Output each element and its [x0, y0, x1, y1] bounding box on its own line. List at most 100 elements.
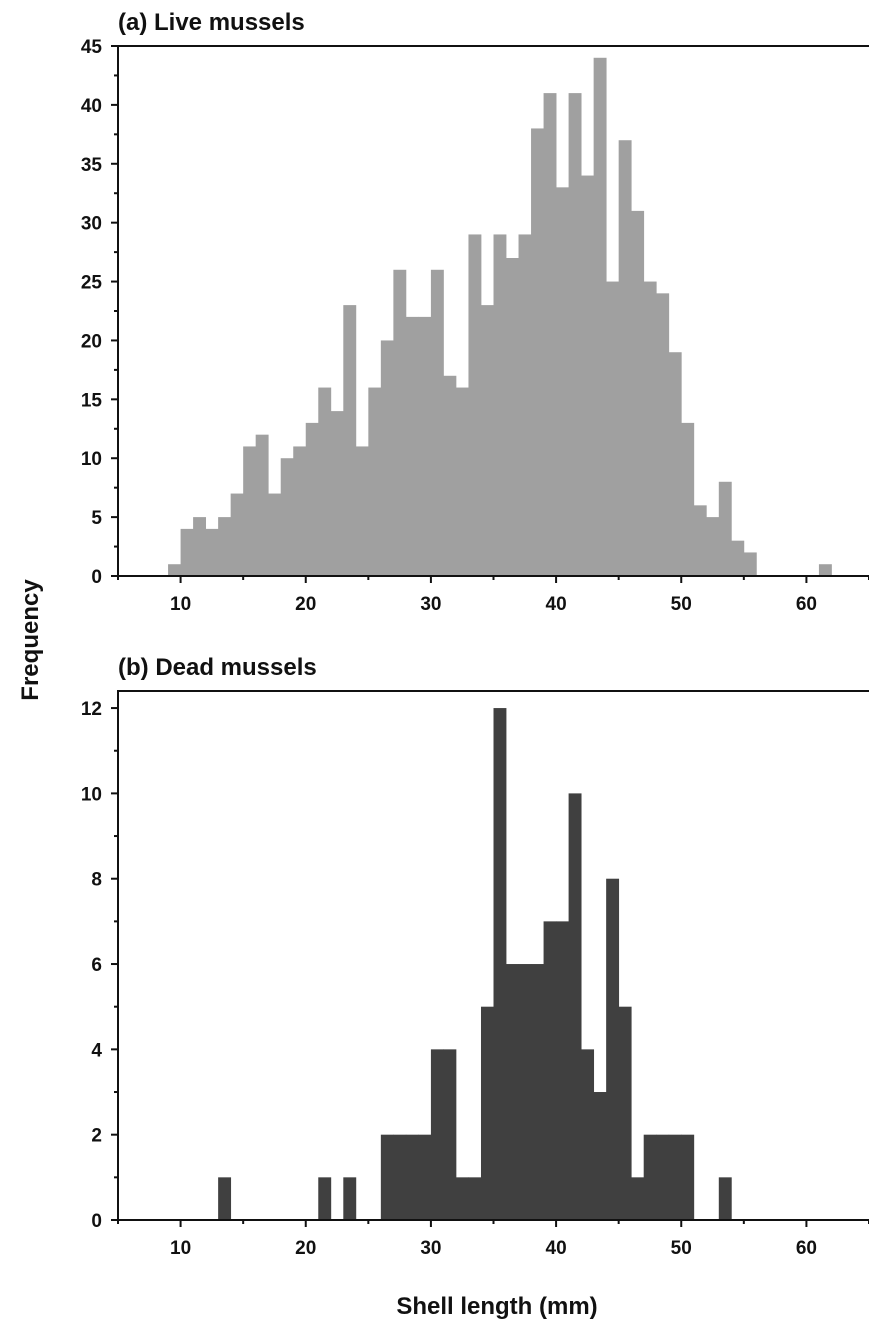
histogram-bar: [443, 1049, 457, 1220]
histogram-bar: [205, 528, 219, 576]
histogram-bar: [493, 708, 507, 1220]
x-tick-label: 10: [170, 594, 191, 615]
histogram-bar: [318, 1177, 332, 1220]
histogram-bar: [743, 552, 757, 576]
histogram-bar: [430, 269, 444, 576]
histogram-bar: [631, 1177, 645, 1220]
x-tick-label: 10: [170, 1238, 191, 1259]
panel-live-mussels: (a) Live mussels 0 5 10 15 20 25 30 35 40 45 10 20 30…: [81, 9, 869, 615]
histogram-bar: [543, 921, 557, 1220]
histogram-bar: [518, 964, 532, 1220]
histogram-bar: [405, 1134, 419, 1220]
histogram-bar: [681, 1134, 695, 1220]
bars: [168, 57, 832, 577]
histogram-bar: [593, 1092, 607, 1220]
histogram-bar: [343, 305, 357, 576]
y-tick-label: 10: [81, 784, 102, 805]
histogram-bar: [268, 493, 282, 576]
x-tick-label: 40: [546, 1238, 567, 1259]
y-tick-label: 0: [91, 1211, 102, 1232]
histogram-bar: [243, 446, 257, 576]
y-tick-label: 2: [91, 1126, 102, 1147]
histogram-bar: [531, 964, 544, 1220]
y-tick-label: 5: [91, 508, 102, 529]
histogram-bar: [330, 411, 344, 576]
histogram-bar: [380, 340, 394, 576]
histogram-bar: [493, 234, 507, 576]
x-tick-label: 40: [546, 594, 567, 615]
histogram-bar: [568, 93, 582, 576]
histogram-bar: [681, 422, 695, 576]
histogram-bar: [168, 564, 181, 576]
histogram-bar: [656, 293, 670, 576]
histogram-bar: [405, 316, 419, 576]
histogram-bar: [418, 1134, 432, 1220]
histogram-bar: [618, 1006, 632, 1220]
histogram-bar: [430, 1049, 444, 1220]
histogram-bar: [656, 1134, 670, 1220]
y-tick-label: 25: [81, 273, 103, 294]
y-tick-label: 30: [81, 214, 102, 235]
histogram-bar: [393, 1134, 407, 1220]
y-axis-label: Frequency: [17, 579, 44, 701]
histogram-bar: [581, 175, 595, 577]
x-axis-label: Shell length (mm): [396, 1293, 597, 1320]
histogram-bar: [568, 793, 582, 1220]
histogram-bar: [293, 446, 307, 576]
histogram-bar: [455, 1177, 469, 1220]
y-tick-label: 45: [81, 37, 103, 58]
y-tick-label: 6: [91, 955, 102, 976]
histogram-bar: [280, 458, 294, 576]
x-tick-label: 20: [295, 1238, 316, 1259]
y-tick-label: 15: [81, 390, 103, 411]
y-tick-label: 4: [91, 1040, 102, 1061]
histogram-bar: [543, 93, 557, 576]
y-tick-label: 40: [81, 96, 102, 117]
histogram-bar: [468, 1177, 482, 1220]
x-tick-label: 60: [796, 1238, 817, 1259]
histogram-bar: [480, 1006, 494, 1220]
histogram-bar: [343, 1177, 357, 1220]
histogram-bar: [706, 517, 720, 576]
histogram-bar: [318, 387, 332, 576]
x-tick-label: 30: [420, 1238, 441, 1259]
histogram-bar: [455, 387, 469, 576]
y-tick-label: 8: [91, 870, 102, 891]
histogram-bar: [718, 1177, 732, 1220]
histogram-bar: [693, 505, 707, 576]
histogram-bar: [380, 1134, 394, 1220]
histogram-bar: [193, 517, 207, 576]
histogram-bar: [643, 1134, 657, 1220]
histogram-bar: [618, 140, 632, 576]
histogram-bar: [668, 1134, 682, 1220]
y-tick-label: 35: [81, 155, 103, 176]
x-tick-label: 60: [796, 594, 817, 615]
histogram-bar: [631, 210, 645, 576]
histogram-bar: [180, 528, 194, 576]
histogram-bar: [581, 1049, 595, 1220]
histogram-bar: [255, 434, 269, 576]
x-tick-label: 50: [671, 594, 692, 615]
histogram-bar: [506, 258, 519, 576]
y-tick-label: 0: [91, 567, 102, 588]
histogram-bar: [531, 128, 544, 576]
histogram-bar: [606, 281, 620, 576]
x-tick-label: 50: [671, 1238, 692, 1259]
histogram-bar: [718, 481, 732, 576]
histogram-bar: [218, 1177, 232, 1220]
histogram-bar: [418, 316, 432, 576]
y-tick-label: 12: [81, 699, 102, 720]
panel-title: (a) Live mussels: [118, 9, 305, 36]
x-tick-label: 30: [420, 594, 441, 615]
histogram-bar: [643, 281, 657, 576]
y-tick-label: 20: [81, 331, 102, 352]
histogram-bar: [443, 375, 457, 576]
histogram-bar: [393, 269, 407, 576]
histogram-bar: [218, 517, 232, 576]
histogram-bar: [668, 352, 682, 576]
histogram-bar: [506, 964, 519, 1220]
histogram-bar: [480, 305, 494, 576]
histogram-bar: [468, 234, 482, 576]
panel-title: (b) Dead mussels: [118, 654, 317, 681]
